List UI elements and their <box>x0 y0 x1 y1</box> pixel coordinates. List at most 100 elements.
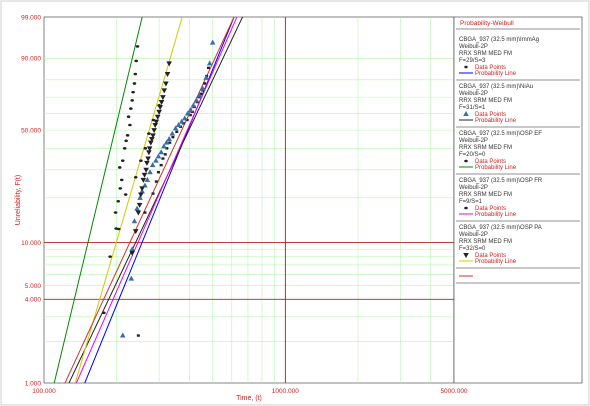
data-point <box>139 186 145 192</box>
x-axis-title: Time, (t) <box>236 395 262 402</box>
legend-panel: Probability-Weibull CBGA_937 (32.5 mm)\I… <box>453 16 583 384</box>
data-point <box>143 211 147 214</box>
data-point <box>123 193 128 196</box>
data-point <box>196 92 203 98</box>
probability-line <box>68 17 244 383</box>
data-point <box>163 153 167 156</box>
data-point <box>119 332 126 338</box>
data-point <box>181 115 188 121</box>
y-tick-label: 90.000 <box>21 56 41 63</box>
data-point <box>133 72 138 76</box>
data-point <box>128 123 132 127</box>
data-point <box>175 130 179 134</box>
data-point <box>154 114 161 120</box>
data-point <box>206 66 210 70</box>
data-point <box>153 157 159 163</box>
legend-key-data: Data Points <box>475 206 506 212</box>
legend-series-param: Weibull-2P <box>459 44 488 50</box>
data-point <box>132 229 139 235</box>
legend-key-line: Probability Line <box>475 165 517 171</box>
legend-key-data: Data Points <box>475 159 506 165</box>
data-point <box>188 113 192 117</box>
data-point <box>209 39 216 45</box>
legend-key-line: Probability Line <box>475 259 517 265</box>
data-point <box>113 211 118 214</box>
data-point <box>184 110 191 116</box>
data-point <box>133 175 138 179</box>
data-point <box>140 177 147 183</box>
data-point <box>193 97 200 103</box>
data-point <box>122 147 127 150</box>
legend-series-param: RRX SRM MED FM <box>459 145 512 151</box>
data-point <box>145 156 151 162</box>
legend-series-name: CBGA_937 (32.5 mm)\NiAu <box>459 84 533 90</box>
data-point <box>108 255 112 258</box>
probability-line <box>84 17 235 383</box>
y-tick-label: 5.000 <box>25 283 42 290</box>
data-point <box>163 81 169 87</box>
data-point <box>464 206 468 210</box>
data-point <box>116 199 121 203</box>
data-point <box>168 141 172 144</box>
legend-series-param: RRX SRM MED FM <box>459 192 512 198</box>
data-point <box>129 250 136 256</box>
legend-series-param: Weibull-2P <box>459 232 488 238</box>
data-point <box>190 102 197 108</box>
legend-series-name: CBGA_937 (32.5 mm)\OSP PA <box>459 225 542 231</box>
data-point <box>146 150 152 156</box>
data-point <box>166 135 172 141</box>
legend-series-name: CBGA_937 (32.5 mm)\OSP FR <box>459 178 543 184</box>
legend-key-line: Probability Line <box>475 212 517 218</box>
legend-series-param: F=31/S=1 <box>459 105 486 111</box>
probability-line <box>53 17 143 383</box>
data-point <box>464 65 468 69</box>
data-point <box>139 159 143 162</box>
data-point <box>164 72 171 78</box>
legend-series-param: F=29/S=3 <box>459 58 486 64</box>
data-point <box>151 128 157 134</box>
plot-area[interactable] <box>43 9 455 406</box>
legend-key-data: Data Points <box>475 253 506 259</box>
data-point <box>171 135 175 139</box>
data-point <box>120 159 125 162</box>
probability-lines <box>53 17 244 383</box>
legend-series-param: RRX SRM MED FM <box>459 239 512 245</box>
data-point <box>144 160 150 166</box>
chart-title: Probability-Weibull <box>460 20 514 27</box>
data-point <box>125 134 130 137</box>
data-point <box>130 99 135 102</box>
data-point <box>157 104 163 110</box>
data-point <box>116 227 121 231</box>
data-point <box>203 74 209 80</box>
data-point <box>144 176 151 182</box>
data-point <box>158 100 165 106</box>
data-point <box>131 218 138 224</box>
data-point <box>151 192 155 195</box>
data-point <box>149 136 155 142</box>
data-point <box>172 125 179 131</box>
legend-series-param: F=9/S=1 <box>459 199 483 205</box>
probability-line <box>75 17 238 383</box>
data-point <box>146 146 153 152</box>
y-tick-label: 50.000 <box>21 127 41 134</box>
data-point <box>158 149 165 155</box>
data-point <box>199 92 203 96</box>
data-point <box>131 90 135 94</box>
data-point <box>128 275 135 281</box>
data-point <box>156 109 162 115</box>
data-point <box>187 107 194 113</box>
y-tick-label: 10.000 <box>21 240 41 247</box>
y-tick-label: 4.000 <box>25 297 42 304</box>
data-point <box>166 61 172 67</box>
legend-series-param: Weibull-2P <box>459 138 488 144</box>
data-point <box>129 107 133 110</box>
data-point <box>132 82 137 85</box>
data-point <box>149 162 156 168</box>
y-axis-title: Unreliability, F(t) <box>15 175 22 225</box>
data-points <box>102 39 216 338</box>
data-point <box>124 139 128 143</box>
data-point <box>135 210 142 216</box>
data-point <box>163 139 170 145</box>
legend-series-param: F=32/S=0 <box>459 246 486 252</box>
